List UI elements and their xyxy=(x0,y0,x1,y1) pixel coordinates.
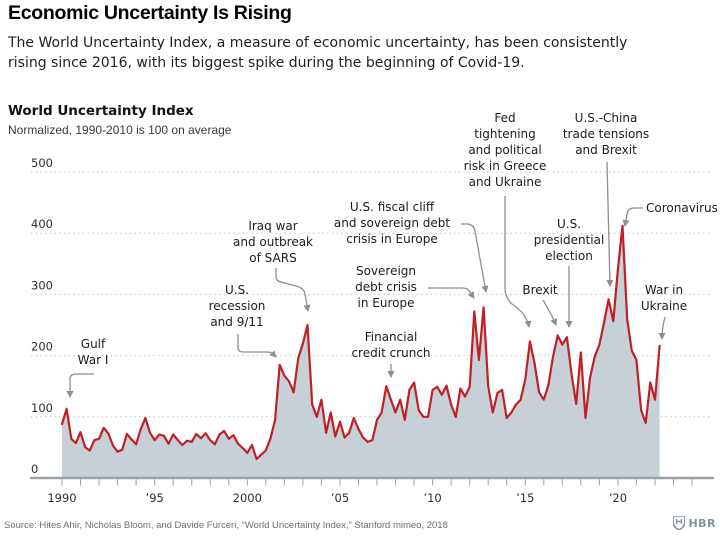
connector-layer xyxy=(66,161,666,398)
hbr-logo: HBR xyxy=(673,516,716,530)
x-axis-label: ’10 xyxy=(423,491,441,505)
chart-generated-layer: 0 100 200 300 400 500 1990 ’95 2000 ’05 ’10 ’15 ’20 xyxy=(30,156,714,505)
page-subtitle-line-1: The World Uncertainty Index, a measure o… xyxy=(8,35,628,51)
hbr-logo-text: HBR xyxy=(688,516,716,530)
annotation-arrow-sovereign-debt xyxy=(428,287,475,299)
annotation-arrow-coronavirus xyxy=(622,207,643,227)
x-axis-label: ’05 xyxy=(331,491,349,505)
x-axis-label: ’20 xyxy=(609,491,627,505)
y-axis-label: 100 xyxy=(31,401,53,415)
annotation-arrow-fed-tightening xyxy=(504,196,532,328)
page-subtitle-line-2: rising since 2016, with its biggest spik… xyxy=(8,55,525,71)
x-axis-label: ’15 xyxy=(516,491,534,505)
y-axis-label: 300 xyxy=(31,278,53,292)
hbr-shield-icon xyxy=(673,516,686,530)
annotation-arrow-gulf-war xyxy=(66,373,94,398)
area-fill xyxy=(62,225,660,478)
annotation-arrow-brexit xyxy=(542,299,557,326)
annotation-arrow-trade-tensions xyxy=(606,161,614,287)
annotation-arrow-war-ukraine xyxy=(658,316,666,340)
y-axis-label: 500 xyxy=(31,156,53,170)
y-axis-label: 0 xyxy=(31,462,38,476)
wui-line xyxy=(60,224,661,461)
source-credit: Source: Hites Ahir, Nicholas Bloom, and … xyxy=(4,520,448,531)
page-title: Economic Uncertainty Is Rising xyxy=(8,2,292,24)
x-axis-label: 2000 xyxy=(233,491,262,505)
annotation-arrow-iraq-sars xyxy=(275,268,311,312)
chart-title: World Uncertainty Index xyxy=(8,103,194,119)
annotation-arrow-us-recession xyxy=(237,334,277,358)
x-axis-label: ’95 xyxy=(146,491,164,505)
x-axis-label: 1990 xyxy=(47,491,76,505)
annotation-arrow-fiscal-cliff xyxy=(461,223,489,293)
chart-subtitle: Normalized, 1990-2010 is 100 on average xyxy=(8,123,232,137)
y-axis-label: 200 xyxy=(31,340,53,354)
y-axis-label: 400 xyxy=(31,217,53,231)
